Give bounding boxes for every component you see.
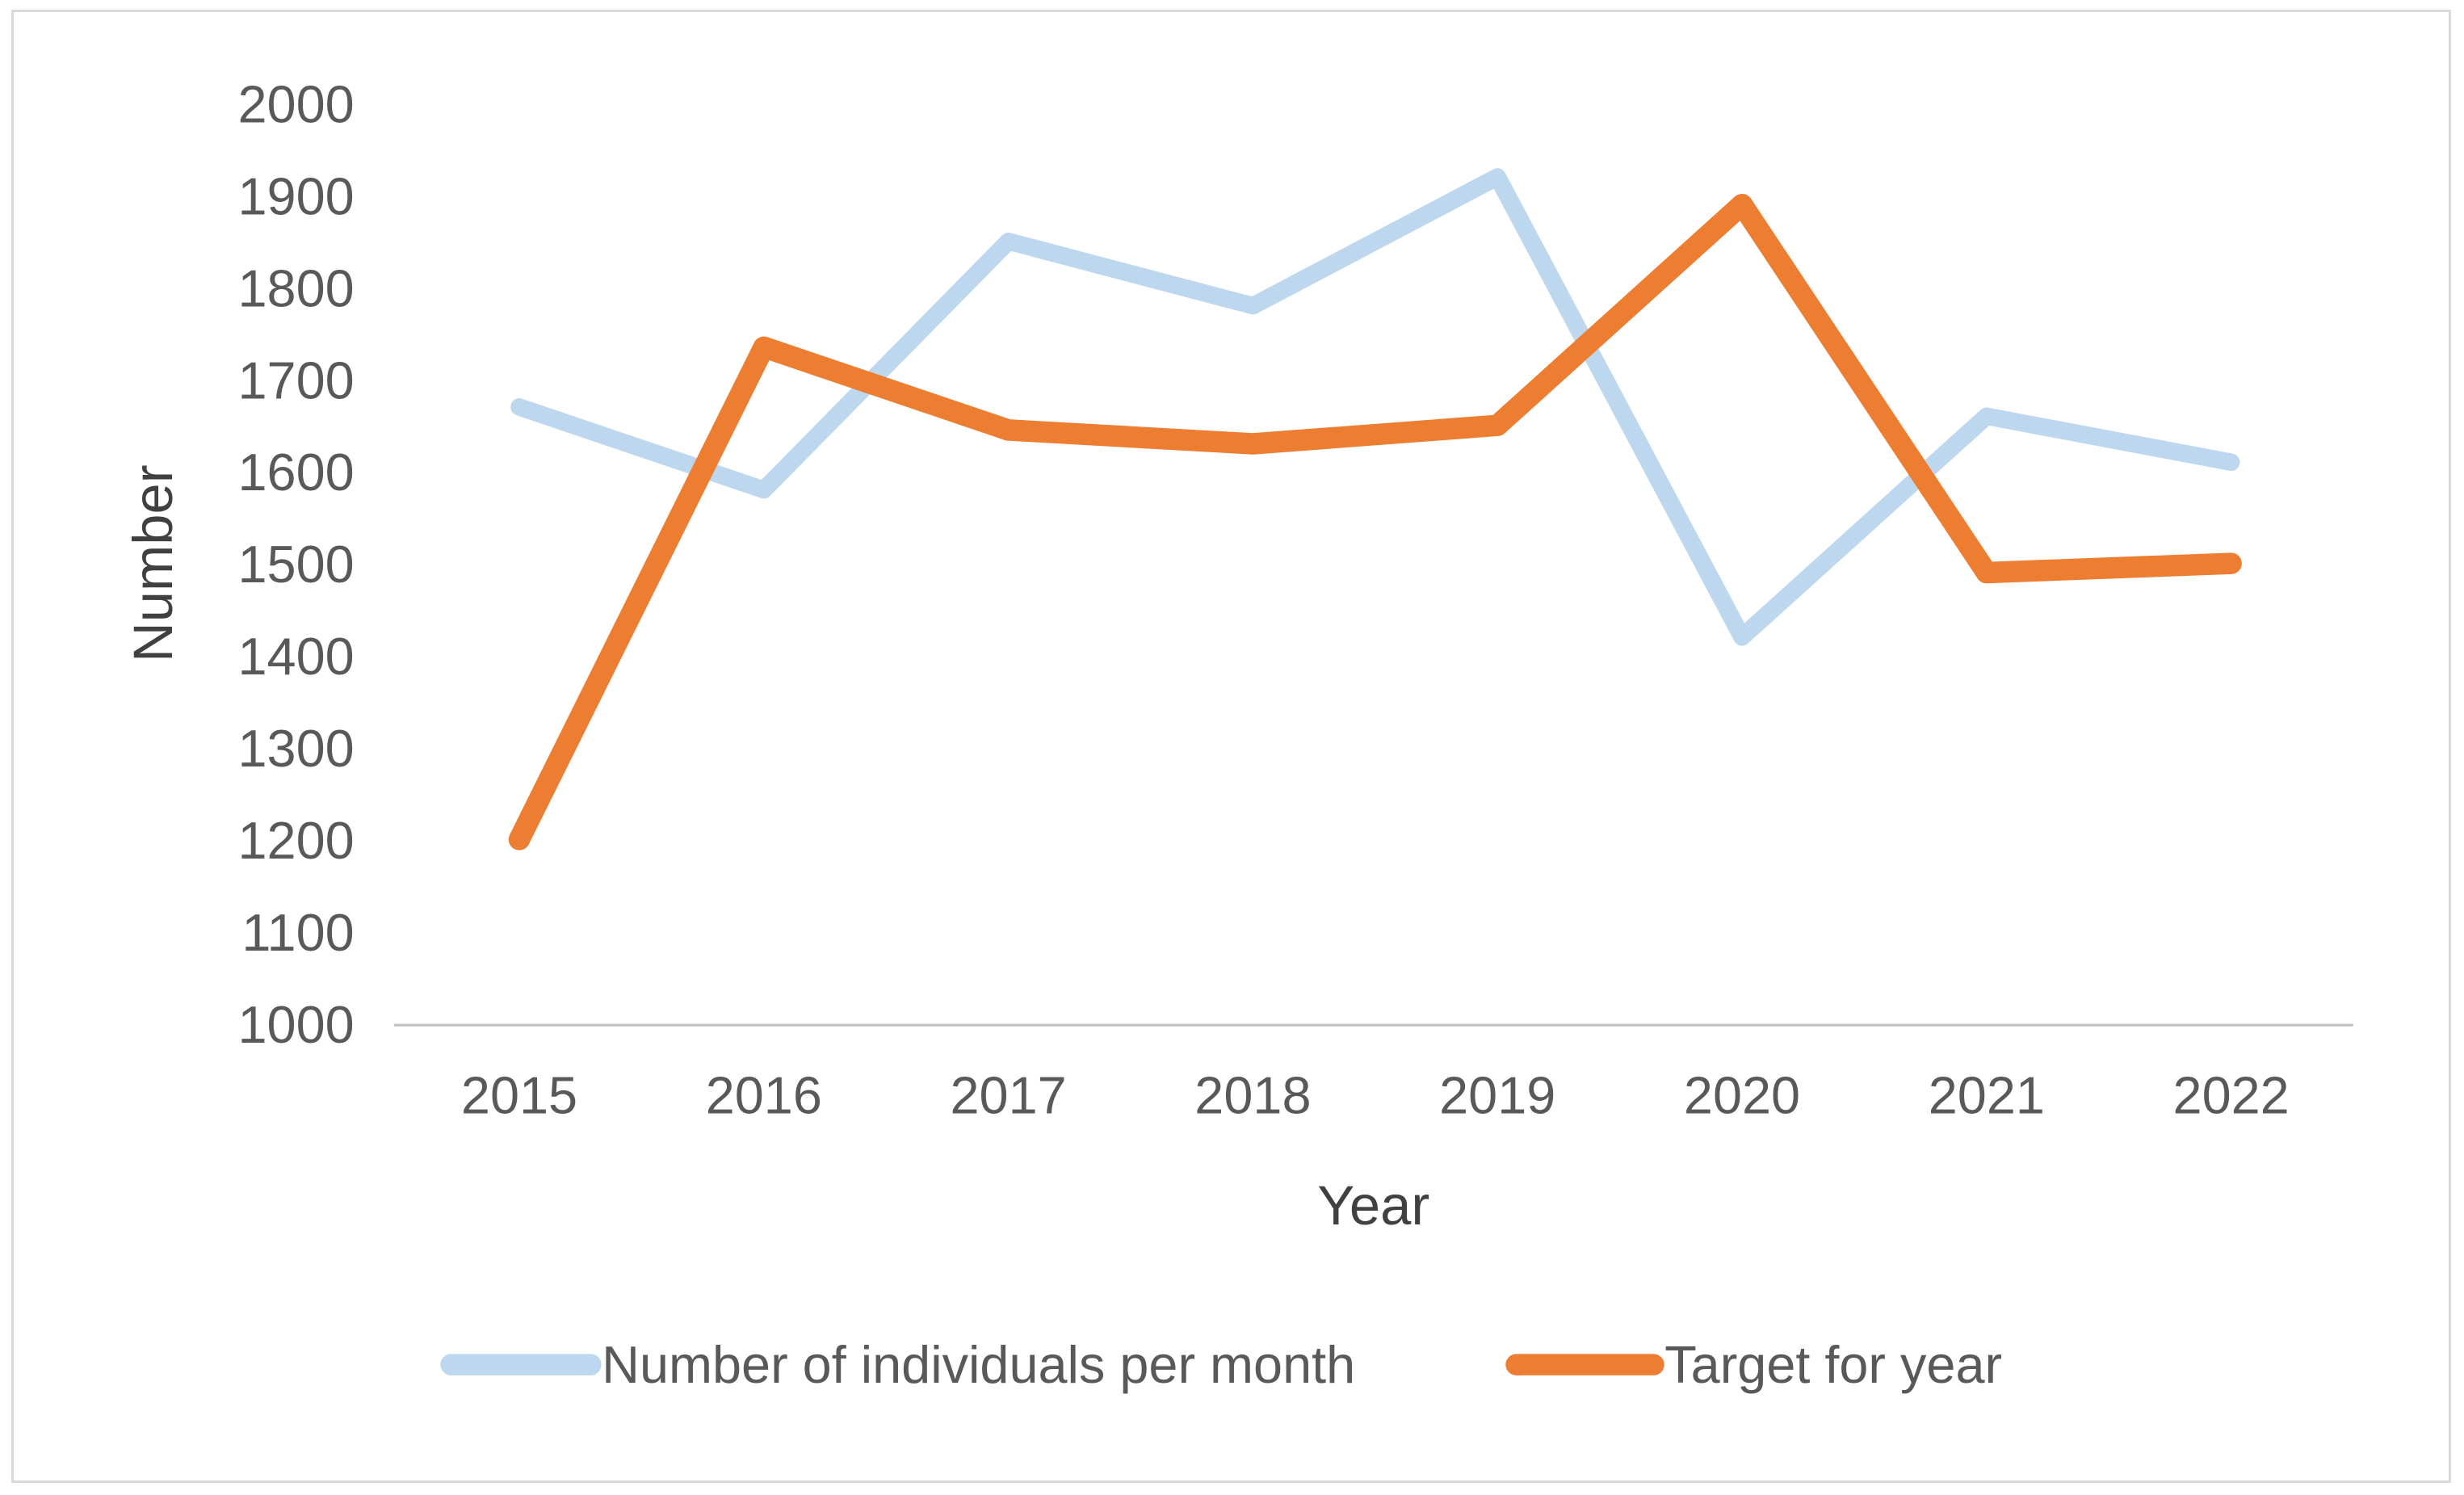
y-tick-label-1700: 1700	[238, 351, 355, 409]
y-tick-label-1500: 1500	[238, 535, 355, 594]
x-tick-label-2022: 2022	[2173, 1065, 2290, 1124]
y-axis-tick-labels: 2000 1900 1800 1700 1600 1500 1400 1300 1200 1100…	[238, 75, 355, 1054]
chart-frame: 2000 1900 1800 1700 1600 1500 1400 1300 1200 1100…	[11, 10, 2451, 1483]
series-lines	[508, 168, 2242, 850]
x-axis-tick-labels: 2015 2016 2017 2018 2019 2020 2021 2022	[461, 1065, 2290, 1124]
y-axis-title: Number	[122, 464, 184, 662]
y-tick-label-1400: 1400	[238, 627, 355, 686]
x-tick-label-2015: 2015	[461, 1065, 577, 1124]
legend-label-target: Target for year	[1664, 1335, 2002, 1394]
line-chart: 2000 1900 1800 1700 1600 1500 1400 1300 1200 1100…	[122, 75, 2353, 1394]
x-tick-label-2020: 2020	[1684, 1065, 1800, 1124]
series-line-individuals-per-month	[510, 168, 2240, 646]
x-axis-title: Year	[1317, 1174, 1429, 1237]
y-tick-label-1100: 1100	[241, 903, 354, 962]
y-tick-label-1200: 1200	[238, 811, 355, 870]
legend-label-individuals: Number of individuals per month	[602, 1335, 1355, 1394]
y-tick-label-2000: 2000	[238, 75, 355, 134]
y-tick-label-1900: 1900	[238, 166, 355, 225]
y-tick-label-1300: 1300	[238, 719, 355, 778]
x-tick-label-2016: 2016	[706, 1065, 822, 1124]
y-tick-label-1600: 1600	[238, 443, 355, 502]
x-tick-label-2018: 2018	[1194, 1065, 1311, 1124]
y-tick-label-1000: 1000	[238, 995, 355, 1054]
series-line-target-for-year	[508, 194, 2242, 850]
legend: Number of individuals per month Target f…	[440, 1335, 2002, 1394]
x-tick-label-2019: 2019	[1439, 1065, 1555, 1124]
y-tick-label-1800: 1800	[238, 258, 355, 317]
x-tick-label-2017: 2017	[951, 1065, 1067, 1124]
x-tick-label-2021: 2021	[1929, 1065, 2045, 1124]
